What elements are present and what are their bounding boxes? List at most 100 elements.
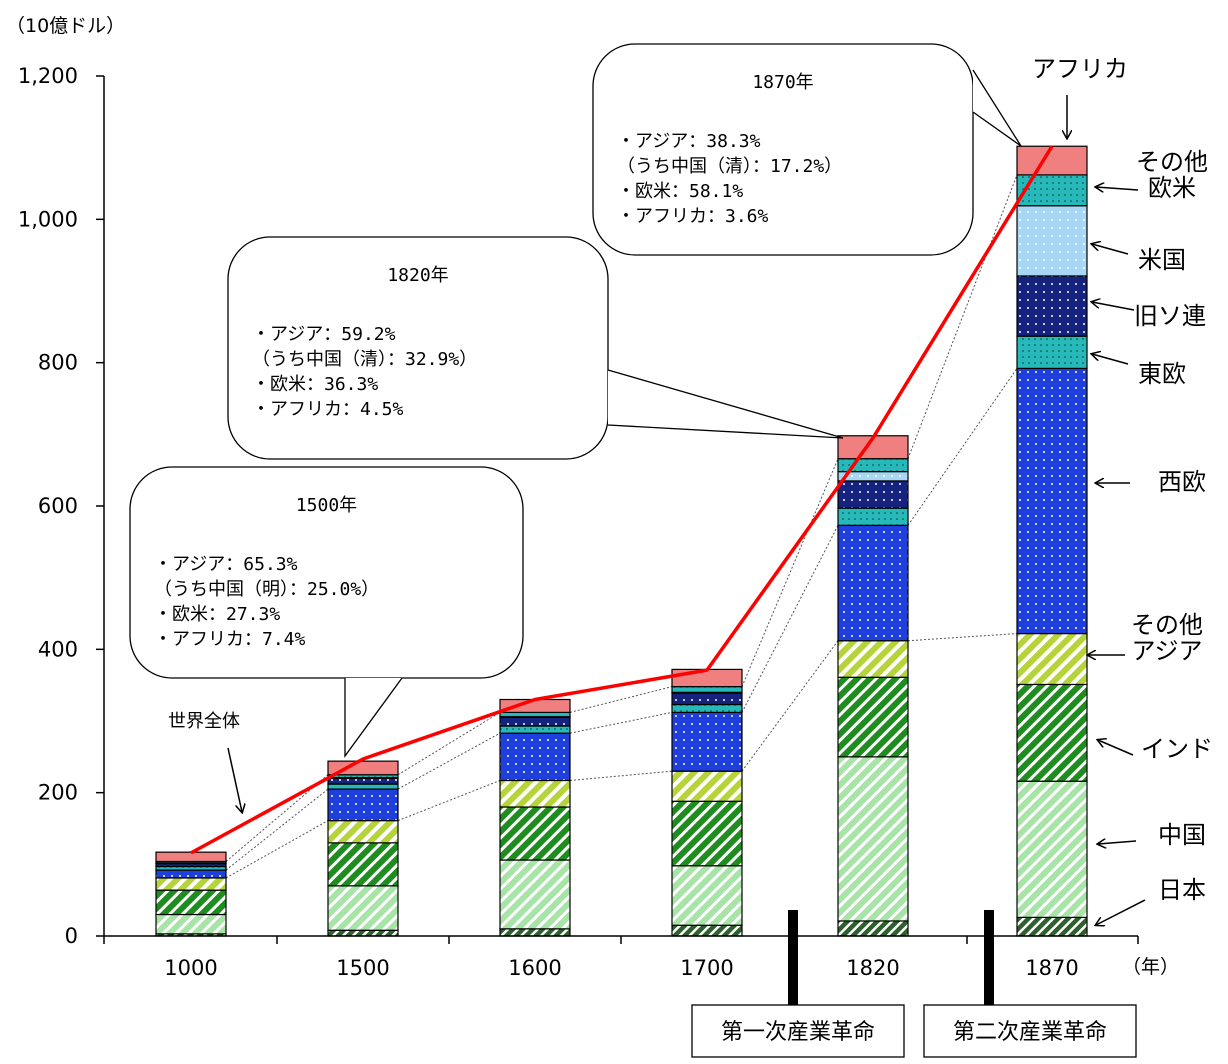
y-tick-label: 200 xyxy=(38,781,78,805)
bar-segment xyxy=(837,507,909,526)
callout-pointer xyxy=(972,69,1022,147)
callout-line: ・アジア：38.3% xyxy=(617,131,761,152)
bar-segment xyxy=(837,920,909,937)
connector-line xyxy=(569,686,673,713)
connector-line xyxy=(907,174,1018,459)
series-label-arrow xyxy=(1096,187,1139,190)
connector-line xyxy=(741,458,839,687)
bar-segment xyxy=(499,711,571,718)
y-tick-label: 400 xyxy=(38,637,78,661)
bar-segment xyxy=(327,777,399,785)
series-label-arrow xyxy=(1092,244,1129,255)
callout-pointer xyxy=(607,369,844,439)
event-bar xyxy=(984,910,994,1006)
annotation-callout: 1820年・アジア：59.2% （うち中国（清）：32.9%） ・欧米：36.3% ・… xyxy=(227,236,844,460)
bar-segment xyxy=(671,800,743,867)
event-box xyxy=(923,1004,1137,1058)
connector-line xyxy=(741,525,839,713)
x-tick-label: 1600 xyxy=(508,956,561,980)
callout-year: 1500年 xyxy=(296,495,357,516)
bar-segment xyxy=(837,480,909,509)
axes: 0 200 400 600 800 1,000 1,200 1000 1500 1600 1700 1… xyxy=(18,64,1139,980)
stacked-bars xyxy=(155,145,1088,937)
bar-segment xyxy=(1016,335,1088,369)
series-label-text: インド xyxy=(1141,735,1213,763)
bar-segment xyxy=(837,756,909,922)
event-box xyxy=(691,1004,905,1058)
bar-segment xyxy=(671,711,743,772)
bar-segment xyxy=(1016,174,1088,207)
world-total-arrow xyxy=(227,747,242,812)
bar-segment xyxy=(327,783,399,790)
bar-segment xyxy=(837,524,909,642)
series-label: 東欧 xyxy=(1092,354,1186,388)
series-label-text: 東欧 xyxy=(1138,360,1186,388)
bar-segment xyxy=(671,703,743,713)
series-label-text-2: 欧米 xyxy=(1148,174,1196,202)
series-label: 中国 xyxy=(1098,821,1206,849)
callout-line: （うち中国（明）：25.0%） xyxy=(154,579,379,600)
series-label-arrow xyxy=(1096,899,1146,925)
bar-segment xyxy=(1016,916,1088,937)
connector-line xyxy=(397,780,501,822)
y-tick-label: 0 xyxy=(65,924,78,948)
series-label-text: 旧ソ連 xyxy=(1134,302,1206,330)
bar-segment xyxy=(155,889,227,916)
series-label-text: その他 xyxy=(1131,611,1203,639)
connector-line xyxy=(907,633,1018,642)
series-label-text: 日本 xyxy=(1158,876,1206,904)
bar-segment xyxy=(327,842,399,887)
series-label-text: その他 xyxy=(1136,148,1208,176)
bar-segment xyxy=(671,865,743,926)
series-label: 西欧 xyxy=(1096,468,1206,496)
callout-year: 1870年 xyxy=(752,72,813,93)
connector-line xyxy=(907,368,1018,526)
bar-segment xyxy=(499,716,571,727)
callout-line: ・アフリカ：7.4% xyxy=(154,629,306,650)
connector-line xyxy=(569,711,673,734)
callout-line: ・アジア：59.2% xyxy=(252,324,396,345)
x-tick-label: 1500 xyxy=(336,956,389,980)
callout-box xyxy=(129,466,524,679)
bar-segment xyxy=(155,869,227,879)
bar-segment xyxy=(499,725,571,734)
bar-segment xyxy=(1016,632,1088,686)
industrial-revolution-markers: 第一次産業革命 第二次産業革命 xyxy=(691,910,1137,1058)
bar-segment xyxy=(1016,275,1088,337)
event-bar xyxy=(788,910,798,1006)
world-total-line: 世界全体 xyxy=(168,145,1054,855)
bar-segment xyxy=(1016,367,1088,635)
series-label: 日本 xyxy=(1096,876,1206,925)
callout-pointer xyxy=(344,677,403,758)
bar-segment xyxy=(1016,145,1088,176)
x-tick-label: 1700 xyxy=(680,956,733,980)
series-label-text: 米国 xyxy=(1138,246,1186,274)
x-unit-label: （年） xyxy=(1122,956,1179,978)
callout-line: ・アフリカ：4.5% xyxy=(252,399,404,420)
series-label-arrow xyxy=(1098,740,1134,756)
series-label: 旧ソ連 xyxy=(1092,302,1206,330)
series-connector-lines xyxy=(225,174,1018,879)
bar-segment xyxy=(327,760,399,776)
series-label-text-2: アジア xyxy=(1131,637,1202,665)
bar-segment xyxy=(327,929,399,937)
bar-segment xyxy=(1016,205,1088,277)
connector-line xyxy=(397,711,501,776)
event-marker: 第二次産業革命 xyxy=(923,910,1137,1058)
bar-segment xyxy=(671,685,743,693)
event-label: 第一次産業革命 xyxy=(721,1020,875,1045)
callout-year: 1820年 xyxy=(387,265,448,286)
world-total-series-line xyxy=(190,145,1054,855)
connector-line xyxy=(225,820,329,879)
y-tick-label: 1,000 xyxy=(18,207,78,231)
connector-line xyxy=(569,770,673,781)
x-tick-label: 1870 xyxy=(1025,956,1078,980)
callout-box xyxy=(592,43,974,256)
annotation-callout: 1500年・アジア：65.3% （うち中国（明）：25.0%） ・欧米：27.3% ・… xyxy=(129,466,524,758)
bar-segment xyxy=(671,924,743,937)
world-total-label: 世界全体 xyxy=(168,711,240,732)
series-label-arrow xyxy=(1092,354,1129,365)
series-label-text: 中国 xyxy=(1158,821,1206,849)
bar-segment xyxy=(155,913,227,935)
